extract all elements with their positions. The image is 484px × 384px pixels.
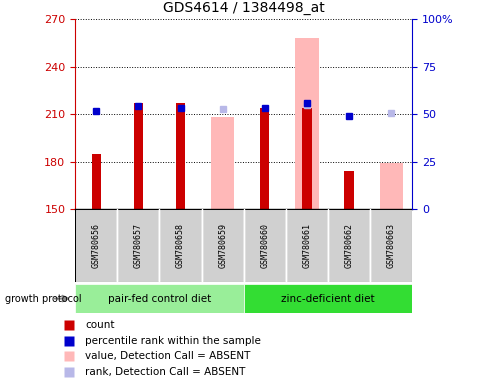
Text: rank, Detection Call = ABSENT: rank, Detection Call = ABSENT — [85, 367, 245, 377]
Text: GSM780658: GSM780658 — [176, 223, 184, 268]
Bar — [344, 171, 353, 209]
Text: growth protocol: growth protocol — [5, 293, 81, 304]
Bar — [243, 209, 285, 282]
Text: zinc-deficient diet: zinc-deficient diet — [281, 293, 374, 304]
Text: percentile rank within the sample: percentile rank within the sample — [85, 336, 260, 346]
Text: value, Detection Call = ABSENT: value, Detection Call = ABSENT — [85, 351, 250, 361]
Bar — [295, 38, 318, 209]
Bar — [243, 284, 411, 313]
Bar — [379, 163, 402, 209]
Text: count: count — [85, 320, 114, 330]
Text: GSM780662: GSM780662 — [344, 223, 353, 268]
Bar — [176, 103, 185, 209]
Bar — [159, 209, 201, 282]
Text: GSM780660: GSM780660 — [260, 223, 269, 268]
Bar — [369, 209, 411, 282]
Text: GSM780657: GSM780657 — [134, 223, 143, 268]
Bar — [91, 154, 101, 209]
Bar — [259, 108, 269, 209]
Bar — [75, 209, 117, 282]
Text: GSM780659: GSM780659 — [218, 223, 227, 268]
Bar — [327, 209, 369, 282]
Bar — [117, 209, 159, 282]
Text: GSM780663: GSM780663 — [386, 223, 395, 268]
Title: GDS4614 / 1384498_at: GDS4614 / 1384498_at — [163, 2, 324, 15]
Text: pair-fed control diet: pair-fed control diet — [107, 293, 211, 304]
Bar — [285, 209, 327, 282]
Bar — [201, 209, 243, 282]
Text: GSM780661: GSM780661 — [302, 223, 311, 268]
Bar — [302, 108, 311, 209]
Bar — [211, 118, 234, 209]
Bar — [134, 103, 143, 209]
Bar — [75, 284, 243, 313]
Text: GSM780656: GSM780656 — [91, 223, 101, 268]
